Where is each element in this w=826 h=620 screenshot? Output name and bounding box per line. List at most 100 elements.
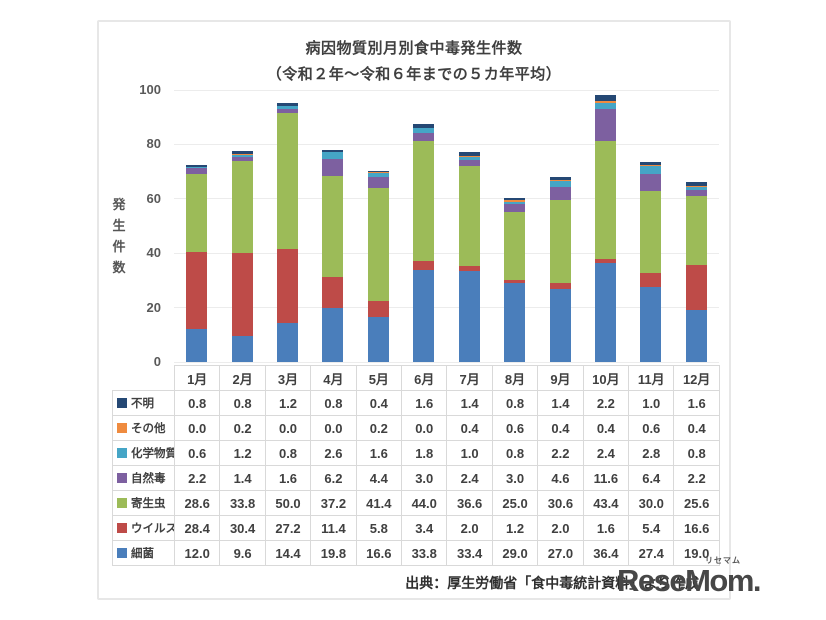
gridline-20 — [174, 307, 719, 309]
bar-column-2月 — [219, 90, 264, 362]
value-cell: 2.4 — [582, 440, 630, 466]
value-cell: 1.4 — [446, 390, 493, 416]
legend-swatch — [117, 498, 127, 508]
bar-segment — [640, 191, 662, 273]
y-tick-label: 60 — [146, 190, 161, 206]
value-cell: 16.6 — [673, 515, 720, 541]
value-cell: 0.0 — [264, 415, 312, 441]
bar-segment — [277, 112, 299, 249]
bar-segment — [640, 164, 662, 167]
month-header-cell: 8月 — [491, 365, 539, 391]
bar-segment — [413, 132, 435, 142]
value-cell: 2.0 — [537, 515, 584, 541]
bar-segment — [277, 106, 299, 109]
value-cell: 2.2 — [673, 465, 720, 491]
y-tick-label: 80 — [146, 136, 161, 152]
value-cell: 25.6 — [673, 490, 720, 516]
value-cell: 1.4 — [219, 465, 266, 491]
value-cell: 1.2 — [219, 440, 266, 466]
plot-area — [174, 89, 719, 363]
bar-segment — [685, 189, 707, 196]
bar-segment — [458, 155, 480, 157]
value-cell: 3.0 — [401, 465, 448, 491]
bar-column-9月 — [537, 90, 582, 362]
month-header-cell: 1月 — [173, 365, 221, 391]
bar-segment — [458, 166, 480, 266]
bar-segment — [594, 109, 616, 141]
legend-swatch — [117, 523, 127, 533]
bar-segment — [277, 108, 299, 113]
legend-swatch — [117, 423, 127, 433]
bar-segment — [549, 181, 571, 188]
y-tick-label: 0 — [153, 354, 161, 369]
y-tick-label: 20 — [146, 299, 161, 315]
value-cell: 6.2 — [310, 465, 357, 491]
bar-segment — [413, 141, 435, 261]
table-row: その他 0.0 0.2 0.0 0.0 0.2 0.0 0.4 0.6 0.4 0.4 0.6 0.4 — [112, 415, 720, 441]
bar-column-11月 — [628, 90, 673, 362]
value-cell: 0.8 — [264, 440, 312, 466]
bar-segment — [685, 181, 707, 187]
value-cell: 0.2 — [355, 415, 403, 441]
value-cell: 37.2 — [310, 490, 357, 516]
month-header-cell: 6月 — [401, 365, 448, 391]
value-cell: 2.0 — [446, 515, 493, 541]
legend-label-cell: 自然毒 — [112, 465, 175, 491]
value-cell: 3.4 — [401, 515, 448, 541]
value-cell: 0.0 — [173, 415, 221, 441]
value-cell: 4.6 — [537, 465, 584, 491]
value-cell: 33.8 — [219, 490, 266, 516]
resemom-logo-ruby: リセマム — [705, 556, 741, 565]
value-cell: 0.8 — [673, 440, 720, 466]
bar-segment — [413, 123, 435, 129]
value-cell: 19.8 — [310, 540, 357, 566]
value-cell: 33.8 — [401, 540, 448, 566]
value-cell: 0.6 — [173, 440, 221, 466]
value-cell: 28.4 — [173, 515, 221, 541]
legend-label-cell: 寄生虫 — [112, 490, 175, 516]
bar-segment — [685, 195, 707, 266]
value-cell: 2.6 — [310, 440, 357, 466]
bar-segment — [594, 140, 616, 259]
value-cell: 1.6 — [673, 390, 720, 416]
bar-segment — [367, 170, 389, 172]
value-cell: 0.8 — [173, 390, 221, 416]
month-header-cell: 5月 — [355, 365, 403, 391]
bar-segment — [186, 252, 208, 330]
month-header-cell: 7月 — [446, 365, 493, 391]
bar-segment — [277, 103, 299, 107]
bar-segment — [640, 173, 662, 192]
bar-segment — [640, 272, 662, 288]
value-cell: 0.8 — [219, 390, 266, 416]
legend-label-cell: ウイルス — [112, 515, 175, 541]
bar-column-10月 — [583, 90, 628, 362]
value-cell: 1.6 — [401, 390, 448, 416]
value-cell: 0.4 — [446, 415, 493, 441]
chart-card: 病因物質別月別食中毒発生件数 （令和２年～令和６年までの５カ年平均） 発 生 件… — [97, 20, 762, 600]
bar-segment — [277, 248, 299, 323]
bar-segment — [413, 270, 435, 362]
bar-segment — [549, 180, 571, 182]
bar-segment — [322, 152, 344, 160]
value-cell: 11.4 — [310, 515, 357, 541]
table-row: 化学物質 0.6 1.2 0.8 2.6 1.6 1.8 1.0 0.8 2.2 2.4 2.8 0.8 — [112, 440, 720, 466]
bar-segment — [367, 176, 389, 189]
value-cell: 41.4 — [355, 490, 403, 516]
value-cell: 25.0 — [491, 490, 539, 516]
bar-segment — [458, 159, 480, 167]
value-cell: 27.2 — [264, 515, 312, 541]
value-cell: 9.6 — [219, 540, 266, 566]
value-cell: 1.2 — [264, 390, 312, 416]
legend-swatch — [117, 448, 127, 458]
bar-segment — [549, 283, 571, 289]
bar-column-3月 — [265, 90, 310, 362]
gridline-40 — [174, 252, 719, 254]
source-note: 出典：厚生労働省「食中毒統計資料」より作成 — [405, 575, 699, 591]
y-tick-label: 100 — [139, 82, 161, 97]
bar-segment — [367, 172, 389, 177]
bar-segment — [594, 258, 616, 263]
value-cell: 16.6 — [355, 540, 403, 566]
value-cell: 2.2 — [582, 390, 630, 416]
legend-label-cell: その他 — [112, 415, 175, 441]
bar-segment — [322, 308, 344, 362]
